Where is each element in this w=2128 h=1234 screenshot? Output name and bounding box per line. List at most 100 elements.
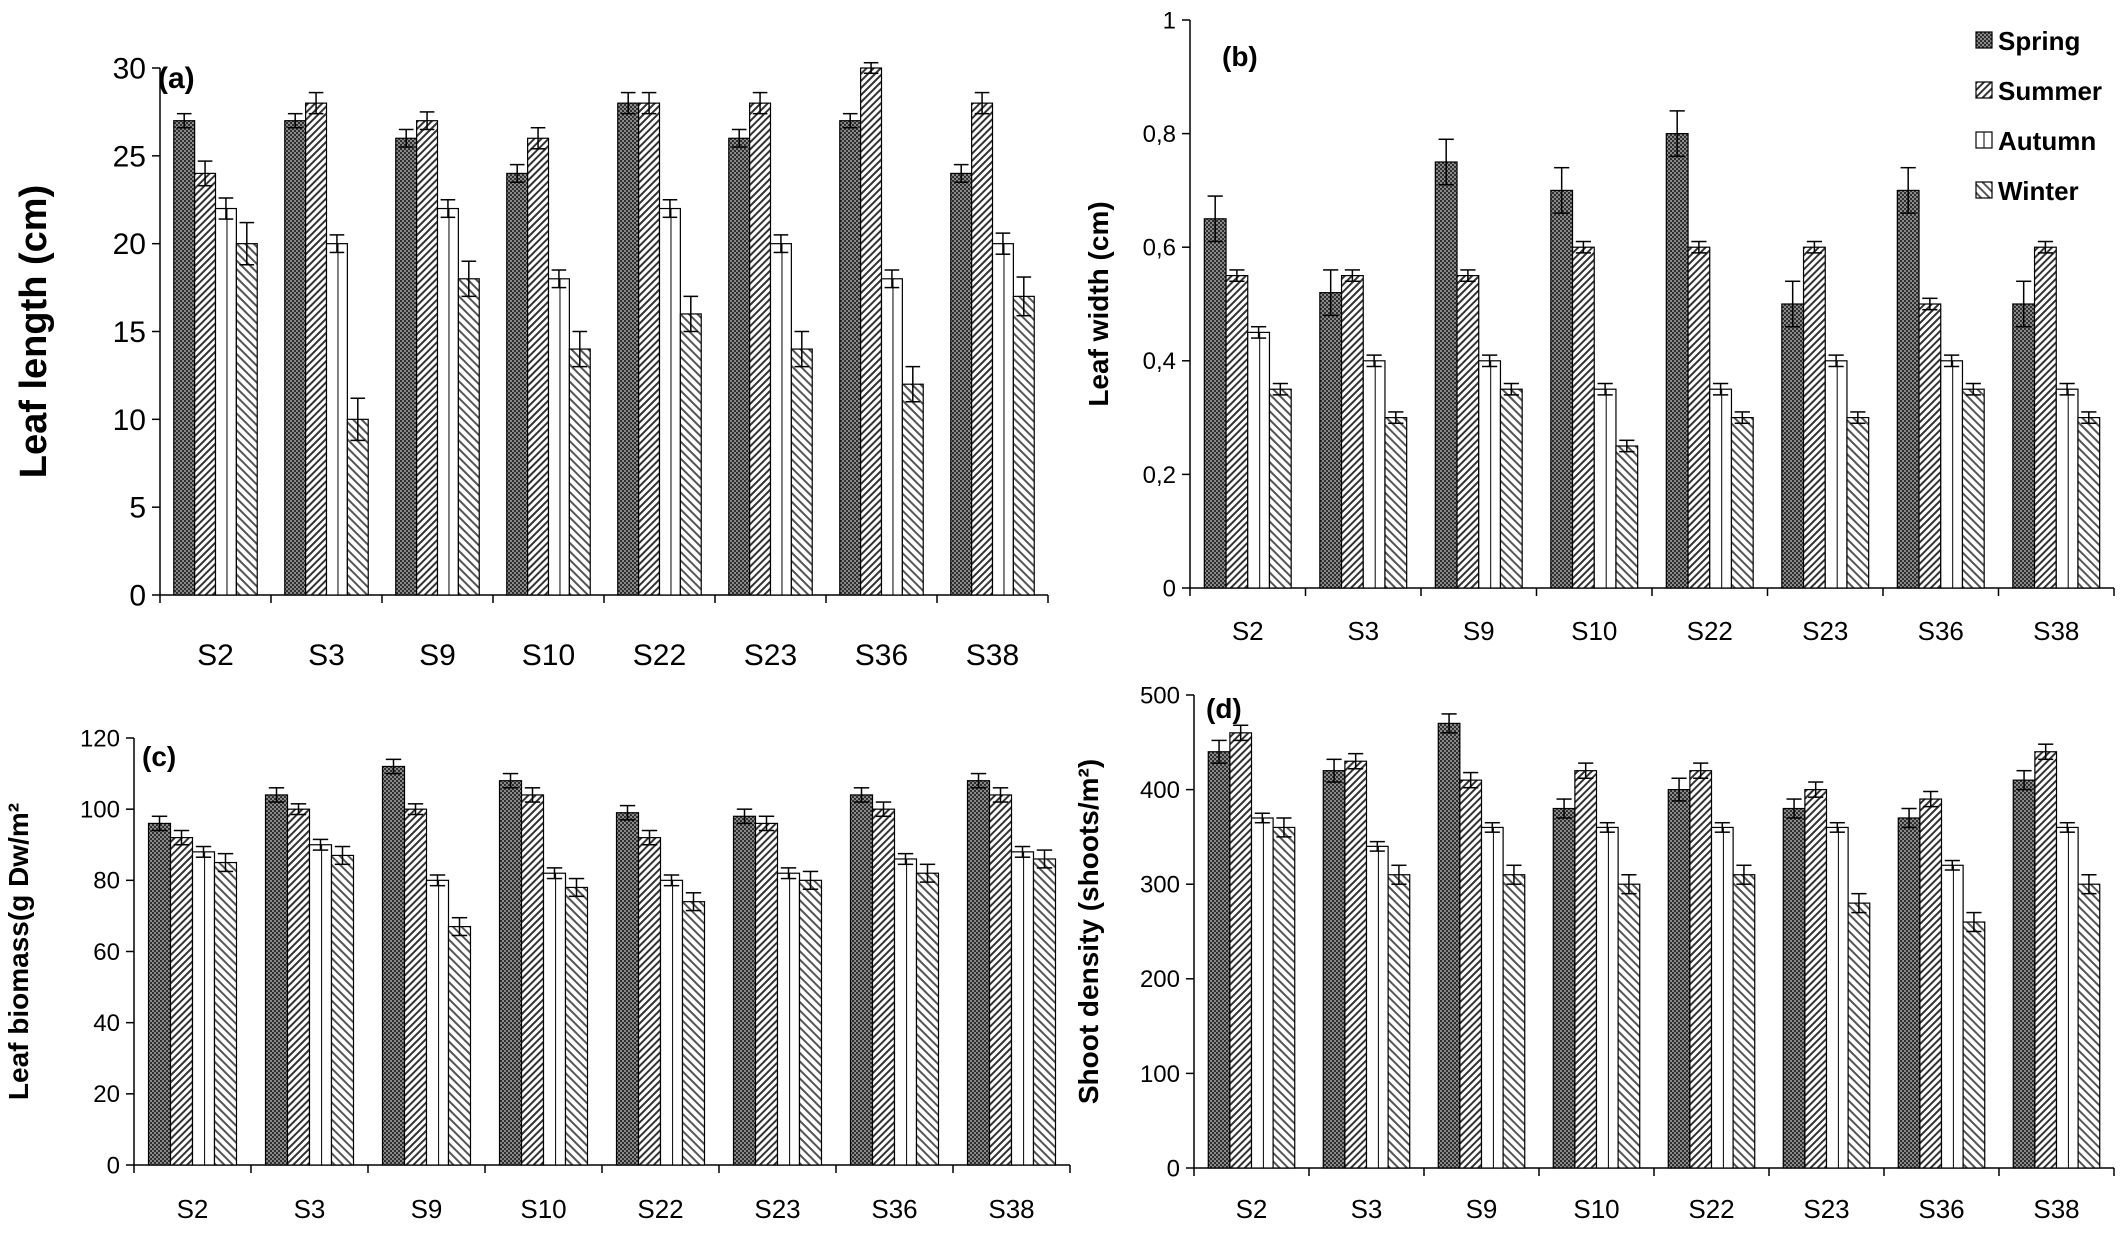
y-axis-title: Leaf biomass(g Dw/m²: [3, 803, 34, 1100]
bar-autumn-s23: [1824, 360, 1848, 589]
bar-autumn-s2: [191, 851, 216, 1166]
bar-winter-s9: [457, 278, 480, 596]
bar-autumn-s10: [547, 278, 570, 596]
bar-autumn-s22: [1710, 826, 1734, 1169]
bar-winter-s23: [798, 879, 823, 1166]
bar-winter-s9: [1499, 388, 1523, 589]
y-tick-label: 500: [1140, 682, 1180, 709]
x-tick-label: S38: [988, 1194, 1034, 1224]
legend-label-spring: Spring: [1998, 26, 2080, 56]
bar-spring-s22: [1667, 788, 1691, 1169]
x-tick-label: S10: [1573, 1194, 1619, 1224]
bar-winter-s10: [568, 348, 591, 596]
x-tick-label: S9: [419, 639, 456, 672]
x-tick-label: S38: [2033, 616, 2079, 646]
bar-summer-s38: [2033, 246, 2057, 589]
bar-winter-s9: [447, 925, 472, 1166]
bar-spring-s38: [2012, 303, 2036, 589]
y-tick-label: 15: [113, 316, 146, 349]
bar-winter-s38: [1012, 295, 1035, 596]
bar-summer-s3: [1344, 760, 1368, 1169]
bar-summer-s10: [1574, 770, 1598, 1169]
bar-summer-s22: [1689, 770, 1713, 1169]
bar-autumn-s3: [1362, 360, 1386, 589]
bar-winter-s10: [564, 886, 589, 1166]
legend-swatch-winter: [1975, 181, 1993, 199]
bar-winter-s22: [1730, 417, 1754, 589]
x-tick-label: S2: [197, 639, 234, 672]
y-tick-label: 0: [129, 580, 146, 613]
y-tick-label: 10: [113, 404, 146, 437]
bar-spring-s38: [950, 172, 973, 596]
legend-label-autumn: Autumn: [1998, 126, 2096, 156]
bar-winter-s22: [1732, 874, 1756, 1169]
bar-summer-s9: [1459, 779, 1483, 1169]
bar-winter-s2: [213, 861, 238, 1166]
bar-autumn-s22: [658, 207, 681, 596]
y-tick-label: 80: [93, 868, 120, 895]
x-tick-label: S9: [1463, 616, 1495, 646]
x-tick-label: S36: [855, 639, 908, 672]
bar-autumn-s23: [776, 872, 801, 1166]
bar-autumn-s3: [1365, 845, 1389, 1169]
bar-autumn-s9: [436, 207, 459, 596]
x-tick-label: S2: [1232, 616, 1264, 646]
bar-spring-s23: [1781, 303, 1805, 589]
y-tick-label: 100: [80, 797, 120, 824]
bar-spring-s9: [395, 137, 418, 596]
y-tick-label: 1: [1163, 7, 1176, 34]
bar-autumn-s9: [425, 879, 450, 1166]
bar-summer-s38: [988, 794, 1013, 1166]
legend-label-winter: Winter: [1998, 176, 2079, 206]
y-tick-label: 25: [113, 140, 146, 173]
bar-autumn-s10: [1595, 826, 1619, 1169]
panel-label: (b): [1222, 41, 1258, 72]
bar-autumn-s23: [1825, 826, 1849, 1169]
panel-c: 0 20 40 60 80 100 120 Leaf biomass(g Dw/m² (c) S2…: [3, 725, 1071, 1224]
y-tick-label: 60: [93, 939, 120, 966]
bar-winter-s23: [1847, 902, 1871, 1169]
bar-winter-s3: [1387, 874, 1411, 1169]
x-tick-label: S3: [294, 1194, 326, 1224]
legend: Spring Summer Autumn Winter: [1975, 26, 2102, 206]
legend-swatch-summer: [1975, 81, 1993, 99]
bar-spring-s10: [1552, 807, 1576, 1169]
bar-spring-s36: [1897, 817, 1921, 1169]
y-tick-label: 30: [113, 53, 146, 86]
panel-b: 0 0,2 0,4 0,6 0,8 1 Leaf width (cm) (b) S2 S3 S9 S1…: [1083, 7, 2115, 646]
bar-spring-s3: [284, 120, 307, 596]
bar-spring-s22: [615, 812, 640, 1166]
bar-autumn-s2: [214, 207, 237, 596]
bar-spring-s9: [381, 765, 406, 1166]
x-tick-label: S22: [1687, 616, 1733, 646]
x-tick-label: S2: [177, 1194, 209, 1224]
panel-label: (c): [142, 741, 176, 772]
bar-spring-s9: [1437, 722, 1461, 1169]
bar-summer-s3: [305, 102, 328, 596]
bar-summer-s2: [1229, 732, 1253, 1169]
bar-summer-s2: [1225, 275, 1249, 589]
x-tick-label: S22: [637, 1194, 683, 1224]
bar-spring-s2: [147, 822, 172, 1166]
bar-spring-s36: [1896, 189, 1920, 589]
bar-autumn-s38: [2055, 388, 2079, 589]
bar-summer-s22: [638, 102, 661, 596]
bar-summer-s36: [871, 808, 896, 1166]
bar-winter-s3: [1384, 417, 1408, 589]
y-tick-label: 0: [107, 1152, 120, 1179]
bar-spring-s22: [1665, 133, 1689, 589]
bar-summer-s23: [754, 822, 779, 1166]
bar-spring-s38: [2012, 779, 2036, 1169]
bar-autumn-s23: [769, 243, 792, 596]
bar-summer-s3: [286, 808, 311, 1166]
bar-winter-s38: [2077, 883, 2101, 1169]
legend-label-summer: Summer: [1998, 76, 2102, 106]
y-tick-label: 0,8: [1143, 121, 1176, 148]
bar-summer-s22: [1687, 246, 1711, 589]
bar-summer-s23: [1802, 246, 1826, 589]
bar-winter-s2: [235, 243, 258, 596]
x-tick-label: S10: [1571, 616, 1617, 646]
y-tick-label: 400: [1140, 777, 1180, 804]
bar-winter-s22: [681, 901, 706, 1166]
bar-spring-s10: [506, 172, 529, 596]
